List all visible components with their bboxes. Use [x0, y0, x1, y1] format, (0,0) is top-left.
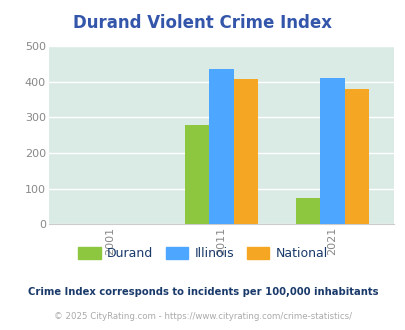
- Legend: Durand, Illinois, National: Durand, Illinois, National: [73, 242, 332, 265]
- Bar: [344, 89, 369, 224]
- Text: © 2025 CityRating.com - https://www.cityrating.com/crime-statistics/: © 2025 CityRating.com - https://www.city…: [54, 312, 351, 321]
- Bar: [233, 79, 257, 224]
- Text: Crime Index corresponds to incidents per 100,000 inhabitants: Crime Index corresponds to incidents per…: [28, 287, 377, 297]
- Bar: [295, 198, 320, 224]
- Text: Durand Violent Crime Index: Durand Violent Crime Index: [73, 14, 332, 32]
- Bar: [209, 69, 233, 224]
- Bar: [184, 125, 209, 224]
- Bar: [320, 78, 344, 224]
